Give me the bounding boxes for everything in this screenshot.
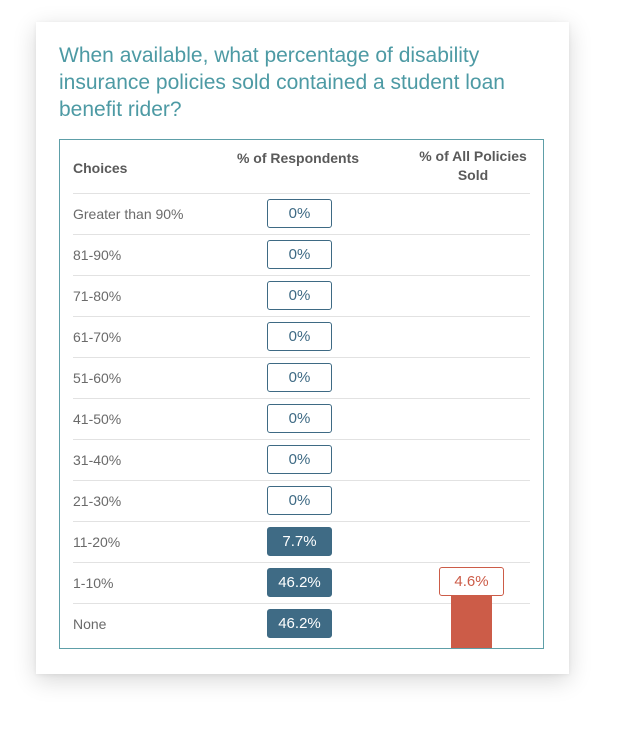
table-row: 71-80% 0% — [73, 275, 530, 317]
column-header-choices: Choices — [73, 160, 128, 176]
results-table: Choices % of Respondents % of All Polici… — [59, 139, 544, 649]
choice-label: Greater than 90% — [73, 206, 184, 222]
respondents-value-pill: 0% — [267, 281, 332, 310]
table-row: 21-30% 0% — [73, 480, 530, 522]
table-row: Greater than 90% 0% — [73, 193, 530, 235]
column-header-respondents: % of Respondents — [236, 150, 360, 166]
respondents-value-pill: 7.7% — [267, 527, 332, 556]
table-row: None 46.2% — [73, 603, 530, 645]
choice-label: 71-80% — [73, 288, 122, 304]
choice-label: 41-50% — [73, 411, 122, 427]
choice-label: None — [73, 616, 107, 632]
question-title: When available, what percentage of disab… — [59, 44, 505, 121]
respondents-value-pill: 0% — [267, 240, 332, 269]
table-row: 61-70% 0% — [73, 316, 530, 358]
all-policies-bar — [451, 595, 492, 648]
respondents-value-pill: 46.2% — [267, 568, 332, 597]
table-row: 11-20% 7.7% — [73, 521, 530, 563]
choice-label: 31-40% — [73, 452, 122, 468]
choice-label: 1-10% — [73, 575, 114, 591]
table-row: 51-60% 0% — [73, 357, 530, 399]
column-header-all-policies: % of All Policies Sold — [419, 148, 527, 183]
choice-label: 61-70% — [73, 329, 122, 345]
respondents-value-pill: 0% — [267, 322, 332, 351]
table-row: 31-40% 0% — [73, 439, 530, 481]
respondents-value-pill: 0% — [267, 363, 332, 392]
respondents-value-pill: 0% — [267, 404, 332, 433]
choice-label: 51-60% — [73, 370, 122, 386]
respondents-value-pill: 0% — [267, 445, 332, 474]
table-row: 1-10% 46.2% — [73, 562, 530, 604]
choice-label: 11-20% — [73, 534, 121, 550]
table-row: 41-50% 0% — [73, 398, 530, 440]
respondents-value-pill: 0% — [267, 199, 332, 228]
table-row: 81-90% 0% — [73, 234, 530, 276]
survey-card: When available, what percentage of disab… — [36, 22, 569, 674]
choice-label: 81-90% — [73, 247, 122, 263]
all-policies-value-label: 4.6% — [439, 567, 504, 596]
choice-label: 21-30% — [73, 493, 122, 509]
respondents-value-pill: 46.2% — [267, 609, 332, 638]
respondents-value-pill: 0% — [267, 486, 332, 515]
